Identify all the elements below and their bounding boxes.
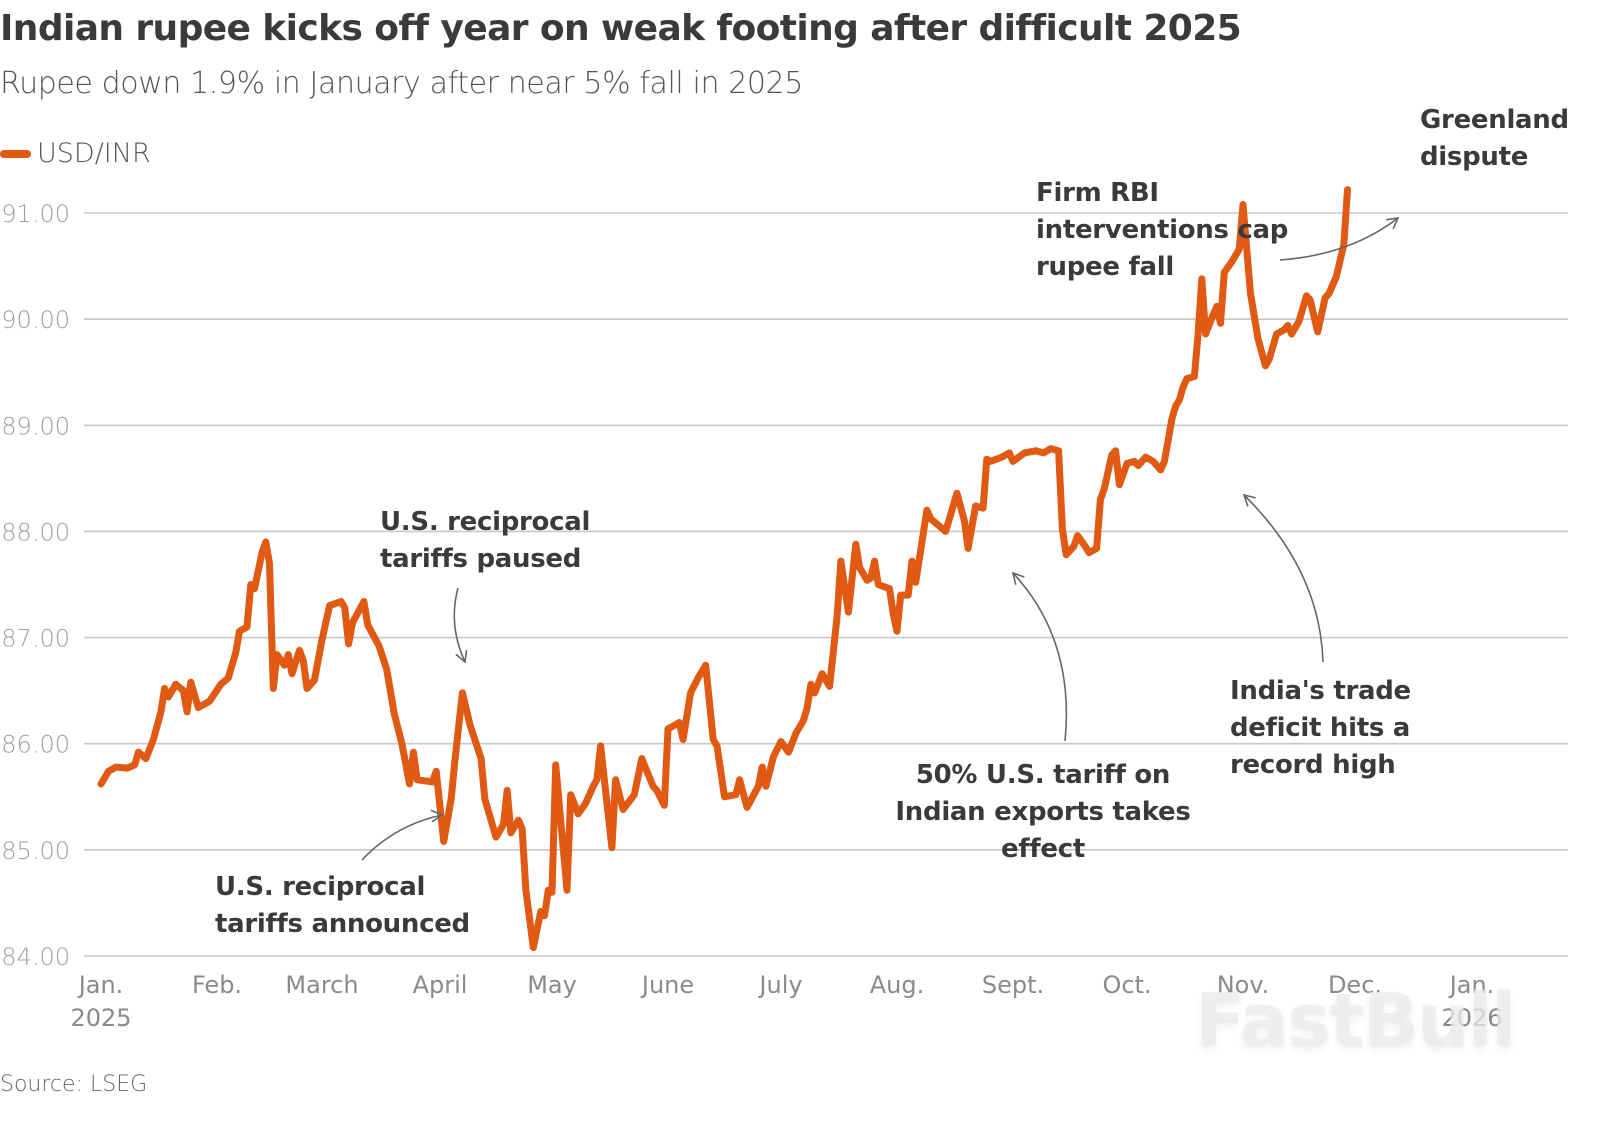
series-layer (97, 186, 1351, 951)
annotation-arrow (1279, 217, 1399, 261)
annotation-arrow (1012, 572, 1068, 742)
y-tick-label: 85.00 (1, 837, 70, 865)
series-line-usd-inr (97, 186, 1351, 951)
x-axis-ticks: Jan. 2025 Feb. March April May June July Aug. Sep… (70, 971, 1502, 1032)
annotation-text: rupee fall (1036, 252, 1174, 282)
x-tick-label: May (527, 971, 577, 999)
y-tick-label: 87.00 (1, 625, 70, 653)
source-note: Source: LSEG (0, 1072, 148, 1097)
annotation-text: tariffs paused (380, 544, 581, 574)
chart-subtitle: Rupee down 1.9% in January after near 5%… (0, 66, 803, 101)
arrowhead-icon (1386, 216, 1400, 230)
annotation-text: dispute (1420, 142, 1528, 172)
x-tick-label: Aug. (870, 971, 925, 999)
annotation-text: Firm RBI (1036, 178, 1159, 208)
x-tick-year-label: 2025 (70, 1004, 131, 1032)
x-tick-label: June (640, 971, 694, 999)
annotation-text: tariffs announced (215, 909, 470, 939)
y-tick-label: 84.00 (1, 943, 70, 971)
annotation-arrow (361, 814, 443, 861)
x-tick-label: Sept. (982, 971, 1044, 999)
y-tick-label: 90.00 (1, 306, 70, 334)
x-tick-label: Nov. (1217, 971, 1270, 999)
x-tick-year-label: 2026 (1441, 1004, 1502, 1032)
annotation-text: effect (1001, 834, 1085, 864)
x-tick-label: Dec. (1328, 971, 1382, 999)
annotation-text: U.S. reciprocal (215, 872, 425, 902)
annotation-text: Indian exports takes (895, 797, 1190, 827)
annotation-text: interventions cap (1036, 215, 1288, 245)
y-tick-label: 86.00 (1, 731, 70, 759)
watermark: FastBull (1195, 978, 1516, 1064)
annotation-text: 50% U.S. tariff on (916, 760, 1170, 790)
arrowhead-icon (1242, 493, 1256, 507)
arrowhead-icon (1011, 571, 1025, 585)
y-tick-label: 91.00 (1, 200, 70, 228)
x-tick-label: Jan. (77, 971, 124, 999)
annotation: U.S. reciprocal tariffs paused (380, 507, 590, 664)
x-tick-label: March (285, 971, 358, 999)
annotation: U.S. reciprocal tariffs announced (215, 809, 470, 939)
annotation-text: India's trade (1230, 676, 1411, 706)
annotation: India's trade deficit hits a record high (1230, 493, 1411, 780)
x-tick-label: Feb. (192, 971, 242, 999)
annotation-text: deficit hits a (1230, 713, 1410, 743)
legend-label-usd-inr: USD/INR (37, 138, 151, 169)
chart-title: Indian rupee kicks off year on weak foot… (0, 8, 1242, 49)
legend-swatch-usd-inr (0, 149, 31, 158)
x-tick-label: Jan. (1448, 971, 1495, 999)
annotation-text: record high (1230, 750, 1395, 780)
annotation: Firm RBI interventions cap rupee fall (1036, 178, 1400, 282)
x-tick-label: April (413, 971, 468, 999)
x-tick-label: Oct. (1102, 971, 1151, 999)
y-tick-label: 89.00 (1, 412, 70, 440)
annotation: 50% U.S. tariff on Indian exports takes ef… (895, 571, 1191, 864)
gridlines (84, 212, 1568, 957)
arrowhead-icon (455, 649, 468, 664)
annotation-text: U.S. reciprocal (380, 507, 590, 537)
annotation-arrow (1243, 494, 1324, 663)
y-tick-label: 88.00 (1, 518, 70, 546)
x-tick-label: July (757, 971, 802, 999)
arrowhead-icon (430, 809, 444, 823)
y-axis-ticks: 91.00 90.00 89.00 88.00 87.00 86.00 85.00 84.00 (1, 200, 70, 971)
annotation: Greenland dispute (1420, 105, 1569, 172)
annotation-text: Greenland (1420, 105, 1569, 135)
legend: USD/INR (0, 138, 151, 169)
annotation-arrow (453, 587, 466, 663)
